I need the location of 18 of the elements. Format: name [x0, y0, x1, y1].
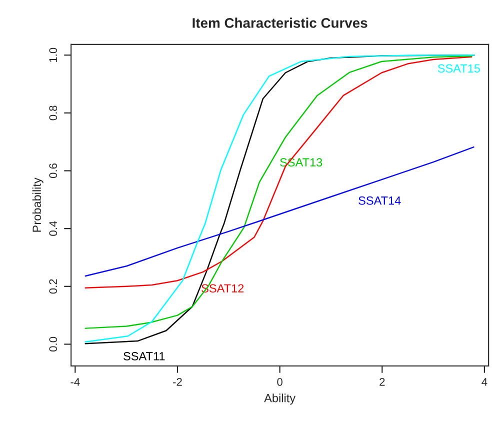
y-tick-label: 0.6 [49, 164, 58, 178]
series-label: SSAT11 [124, 352, 165, 360]
y-tick-label: 1.0 [49, 48, 58, 62]
x-axis-title: Ability [264, 394, 296, 405]
line-series [84, 146, 474, 277]
x-tick-label: 0 [277, 378, 282, 386]
y-tick-label: 0.8 [49, 106, 58, 120]
y-axis-title: Probability [32, 178, 44, 232]
y-tick-label: 0.4 [49, 221, 58, 236]
chart-title: Item Characteristic Curves [192, 18, 368, 28]
y-tick-label: 0.2 [49, 279, 58, 294]
series-label: SSAT15 [438, 64, 480, 73]
series-label: SSAT14 [358, 196, 401, 205]
x-tick-label: -2 [173, 378, 182, 386]
x-tick-label: 4 [482, 378, 488, 386]
y-tick-label: 0.0 [49, 336, 58, 352]
x-tick-label: -4 [70, 378, 80, 386]
x-tick-label: 2 [380, 378, 385, 386]
